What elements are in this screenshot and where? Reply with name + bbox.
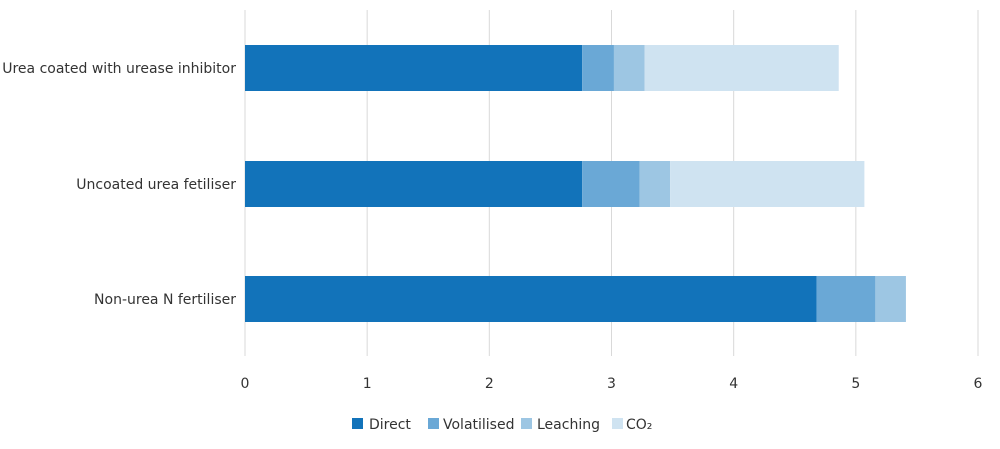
legend-item: CO₂ <box>612 417 652 433</box>
legend-swatch <box>428 418 439 429</box>
bar-segment-direct-2 <box>245 161 583 207</box>
legend-item: Direct <box>352 417 411 433</box>
x-tick-label: 4 <box>729 376 738 392</box>
category-label: Urea coated with urease inhibitor <box>2 61 236 77</box>
category-label: Uncoated urea fetiliser <box>76 177 236 193</box>
bar-segment-direct-1 <box>245 45 583 91</box>
legend-item: Volatilised <box>428 417 514 433</box>
legend-swatch <box>352 418 363 429</box>
x-axis-tick-labels: 0 1 2 3 4 5 6 <box>241 376 983 392</box>
bar-segment-co-1 <box>644 45 839 91</box>
category-labels: Urea coated with urease inhibitor Uncoate… <box>2 61 236 308</box>
bar-segment-leaching-2 <box>639 161 671 207</box>
x-tick-label: 3 <box>607 376 616 392</box>
legend-label: CO₂ <box>626 417 652 433</box>
bar-segment-leaching-1 <box>613 45 645 91</box>
category-label: Non-urea N fertiliser <box>94 292 236 308</box>
legend-swatch <box>521 418 532 429</box>
x-tick-label: 5 <box>851 376 860 392</box>
legend-label: Leaching <box>537 417 600 433</box>
x-tick-label: 6 <box>974 376 983 392</box>
legend-item: Leaching <box>521 417 600 433</box>
legend-swatch <box>612 418 623 429</box>
legend: Direct Volatilised Leaching CO₂ <box>352 417 652 433</box>
bars <box>245 45 906 322</box>
legend-label: Direct <box>369 417 411 433</box>
bar-segment-volatilised-3 <box>816 276 876 322</box>
legend-label: Volatilised <box>443 417 514 433</box>
bar-segment-volatilised-1 <box>582 45 614 91</box>
bar-segment-co-2 <box>670 161 865 207</box>
bar-segment-direct-3 <box>245 276 817 322</box>
bar-segment-leaching-3 <box>875 276 906 322</box>
x-tick-label: 1 <box>363 376 372 392</box>
x-tick-label: 2 <box>485 376 494 392</box>
bar-segment-volatilised-2 <box>582 161 640 207</box>
x-tick-label: 0 <box>241 376 250 392</box>
